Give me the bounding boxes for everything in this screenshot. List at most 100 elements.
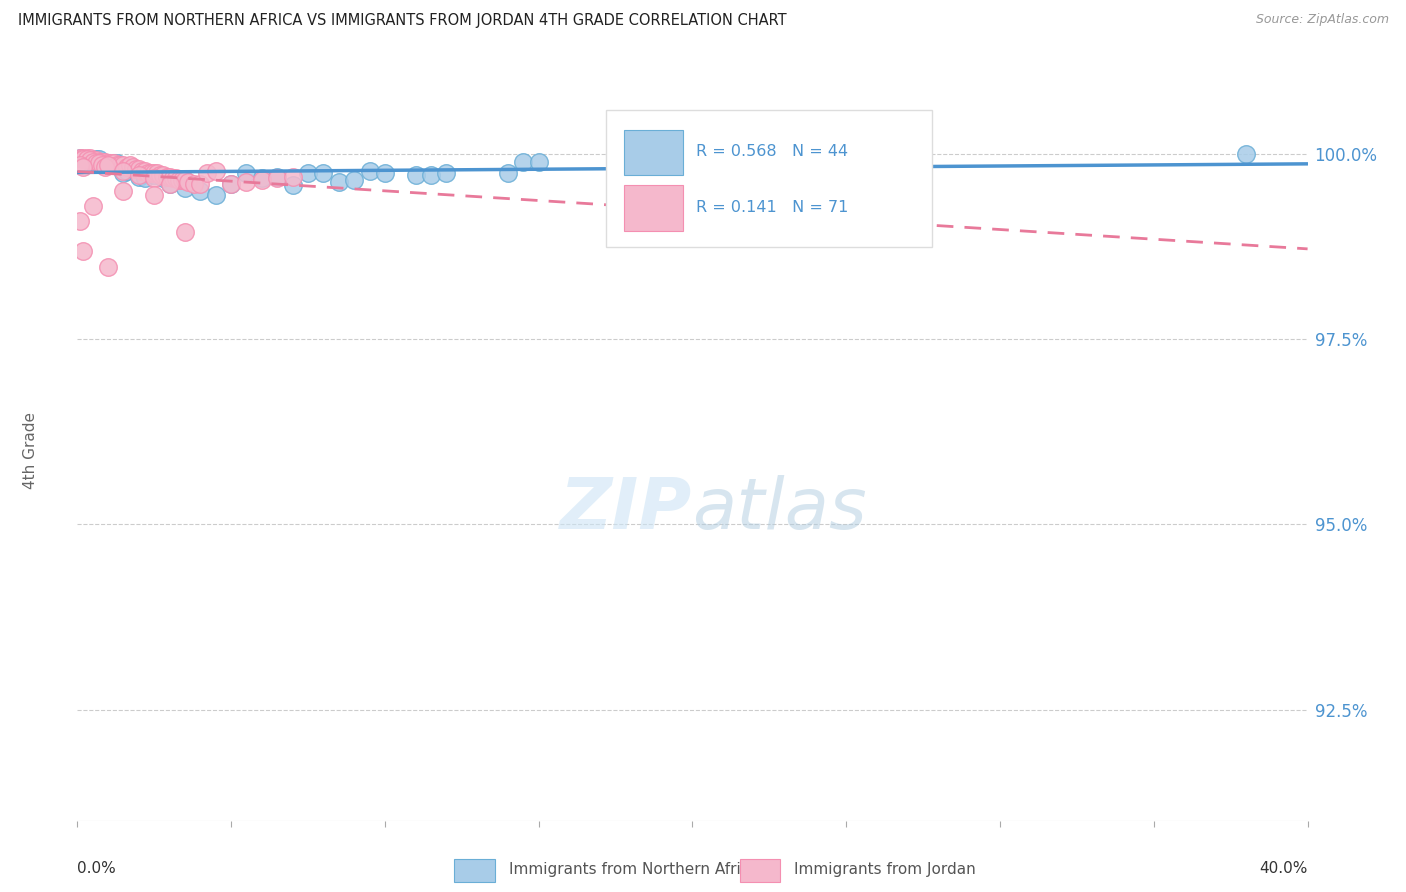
Point [115, 163, 138, 178]
Point [297, 166, 319, 180]
Point [79, 151, 101, 165]
Point [134, 163, 156, 178]
Text: Immigrants from Jordan: Immigrants from Jordan [794, 863, 976, 877]
Point [121, 160, 143, 174]
FancyBboxPatch shape [606, 110, 932, 247]
Point [266, 171, 288, 186]
Point [97, 158, 120, 172]
Point [97, 156, 120, 170]
FancyBboxPatch shape [624, 186, 683, 230]
Point [159, 169, 181, 184]
Point [183, 177, 205, 191]
Point [250, 171, 273, 186]
Point [115, 160, 138, 174]
Point [128, 162, 150, 177]
Point [87, 153, 110, 167]
Point [118, 158, 141, 172]
Point [69, 158, 91, 172]
Text: atlas: atlas [693, 475, 868, 544]
Point [512, 154, 534, 169]
Point [149, 168, 172, 182]
Point [134, 171, 156, 186]
Point [84, 153, 107, 167]
Point [87, 156, 110, 170]
Point [174, 173, 197, 187]
Point [496, 166, 519, 180]
Point [188, 177, 212, 191]
Point [1234, 147, 1257, 161]
Text: 4th Grade: 4th Grade [22, 412, 38, 489]
Point [131, 163, 153, 178]
Text: 40.0%: 40.0% [1260, 862, 1308, 876]
Point [343, 173, 366, 187]
Point [72, 153, 94, 167]
Point [143, 171, 166, 186]
Point [105, 156, 128, 170]
Text: Source: ZipAtlas.com: Source: ZipAtlas.com [1256, 13, 1389, 27]
Point [152, 168, 174, 182]
Text: 0.0%: 0.0% [77, 862, 117, 876]
Point [112, 158, 135, 172]
Point [312, 166, 335, 180]
Point [141, 166, 163, 180]
Point [94, 154, 117, 169]
Point [94, 156, 117, 170]
Point [94, 160, 117, 174]
Point [100, 156, 122, 170]
Point [105, 158, 128, 172]
Point [84, 156, 107, 170]
Point [84, 153, 107, 168]
Point [174, 225, 197, 239]
Text: ZIP: ZIP [560, 475, 693, 544]
Point [79, 153, 101, 167]
Point [204, 188, 226, 202]
Point [866, 154, 889, 169]
Point [174, 180, 197, 194]
Text: Immigrants from Northern Africa: Immigrants from Northern Africa [509, 863, 759, 877]
Point [82, 199, 104, 213]
Point [128, 168, 150, 182]
Point [152, 171, 174, 186]
Point [159, 177, 181, 191]
Point [90, 158, 114, 172]
Point [72, 160, 94, 174]
FancyBboxPatch shape [624, 130, 683, 175]
Point [125, 162, 148, 177]
Point [420, 168, 443, 182]
Point [87, 154, 110, 169]
Point [374, 166, 396, 180]
Point [143, 166, 166, 180]
Point [219, 177, 242, 191]
Point [69, 214, 91, 228]
Point [162, 171, 184, 186]
Point [250, 173, 273, 187]
Point [143, 168, 166, 182]
Point [177, 176, 200, 190]
Point [97, 260, 120, 274]
Point [219, 177, 242, 191]
Point [90, 154, 114, 169]
Point [110, 158, 132, 172]
Point [76, 153, 98, 167]
Point [82, 153, 104, 168]
Point [72, 244, 94, 258]
Point [170, 173, 193, 187]
Point [121, 162, 143, 177]
Point [69, 151, 91, 165]
Point [82, 154, 104, 169]
Point [72, 151, 94, 165]
Point [136, 166, 159, 180]
Point [527, 154, 550, 169]
Point [167, 173, 190, 187]
Point [79, 153, 101, 168]
Point [103, 156, 125, 170]
Point [112, 163, 135, 178]
Point [90, 154, 114, 169]
Point [159, 177, 181, 191]
Point [405, 168, 427, 182]
Point [112, 166, 135, 180]
Point [97, 158, 120, 172]
Text: R = 0.568   N = 44: R = 0.568 N = 44 [696, 144, 848, 159]
Point [76, 151, 98, 165]
Point [155, 169, 177, 184]
